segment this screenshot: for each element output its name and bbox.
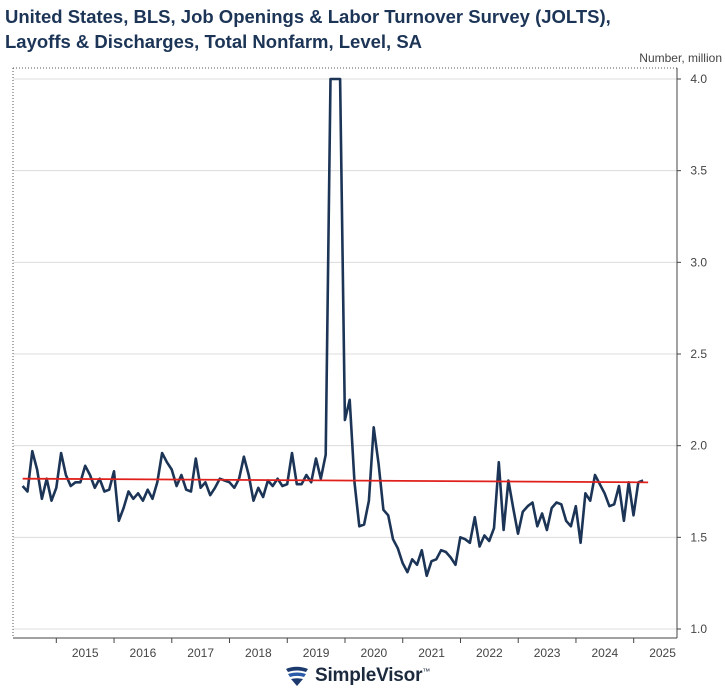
x-tick-label: 2022 [476, 646, 503, 660]
trend-line [22, 477, 649, 484]
y-tick-label: 2.0 [690, 439, 707, 453]
y-tick-label: 4.0 [690, 72, 707, 86]
y-tick-label: 3.0 [690, 255, 707, 269]
chart-title: United States, BLS, Job Openings & Labor… [5, 4, 720, 54]
simplevisor-logo-text: SimpleVisor™ [315, 665, 430, 687]
series-line-layoffs [21, 77, 644, 578]
label-layer: 1.0 1.5 2.0 2.5 3.0 3.5 4.0 2015 2016 2017 2018 201… [72, 72, 707, 660]
simplevisor-logo-icon [286, 666, 308, 686]
x-tick-label: 2016 [130, 646, 157, 660]
trademark-symbol: ™ [422, 667, 431, 676]
y-tick-label: 1.5 [690, 530, 707, 544]
x-tick-label: 2021 [418, 646, 445, 660]
x-tick-label: 2015 [72, 646, 99, 660]
axis-layer [12, 67, 681, 643]
brand-name: SimpleVisor [315, 665, 423, 686]
x-tick-label: 2023 [534, 646, 561, 660]
y-tick-label: 3.5 [690, 164, 707, 178]
y-axis-unit-label: Number, million [639, 51, 722, 65]
x-tick-label: 2017 [187, 646, 214, 660]
y-tick-label: 1.0 [690, 622, 707, 636]
chart-title-line-2: Layoffs & Discharges, Total Nonfarm, Lev… [5, 31, 423, 52]
simplevisor-logo: SimpleVisor™ [284, 664, 430, 688]
x-tick-label: 2019 [303, 646, 330, 660]
chart-title-line-1: United States, BLS, Job Openings & Labor… [5, 6, 611, 27]
x-tick-label: 2025 [649, 646, 676, 660]
x-tick-label: 2018 [245, 646, 272, 660]
x-tick-label: 2020 [361, 646, 388, 660]
y-tick-label: 2.5 [690, 347, 707, 361]
series-layer [21, 77, 649, 578]
x-tick-label: 2024 [591, 646, 618, 660]
